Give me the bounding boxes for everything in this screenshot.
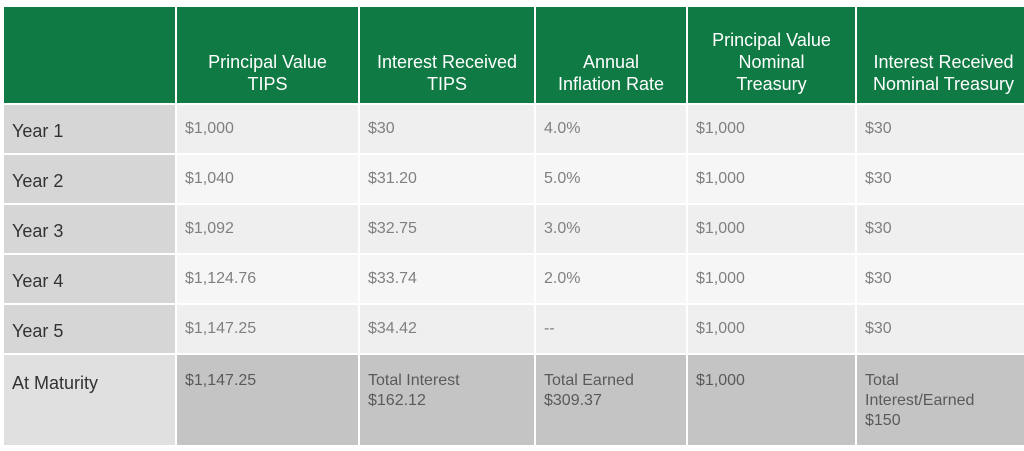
row-label: Year 3 — [4, 205, 175, 253]
row-label: Year 4 — [4, 255, 175, 303]
table-cell: $30 — [857, 105, 1024, 153]
table-cell: $30 — [360, 105, 534, 153]
table-cell: 5.0% — [536, 155, 686, 203]
table-cell: 2.0% — [536, 255, 686, 303]
table-cell: $1,147.25 — [177, 305, 358, 353]
table-cell: $1,124.76 — [177, 255, 358, 303]
row-label: Year 5 — [4, 305, 175, 353]
table-cell: $1,000 — [688, 105, 855, 153]
comparison-table: Principal Value TIPS Interest Received T… — [4, 7, 1024, 445]
maturity-interest-tips: Total Interest $162.12 — [360, 355, 534, 445]
maturity-interest-treasury: Total Interest/Earned $150 — [857, 355, 1024, 445]
header-inflation-rate: Annual Inflation Rate — [536, 7, 686, 103]
table-cell: $30 — [857, 255, 1024, 303]
maturity-principal-tips: $1,147.25 — [177, 355, 358, 445]
table-cell: 3.0% — [536, 205, 686, 253]
table-cell: -- — [536, 305, 686, 353]
table-cell: $30 — [857, 305, 1024, 353]
table-cell: $1,092 — [177, 205, 358, 253]
table-cell: $1,040 — [177, 155, 358, 203]
maturity-total-earned: Total Earned $309.37 — [536, 355, 686, 445]
table-cell: 4.0% — [536, 105, 686, 153]
header-principal-treasury: Principal Value Nominal Treasury — [688, 7, 855, 103]
table-cell: $31.20 — [360, 155, 534, 203]
maturity-label: At Maturity — [4, 355, 175, 445]
table-cell: $34.42 — [360, 305, 534, 353]
header-interest-tips: Interest Received TIPS — [360, 7, 534, 103]
table-cell: $30 — [857, 205, 1024, 253]
table-cell: $1,000 — [688, 305, 855, 353]
table-cell: $1,000 — [688, 205, 855, 253]
table-cell: $1,000 — [177, 105, 358, 153]
header-interest-treasury: Interest Received Nominal Treasury — [857, 7, 1024, 103]
table-cell: $32.75 — [360, 205, 534, 253]
table-cell: $33.74 — [360, 255, 534, 303]
table-cell: $30 — [857, 155, 1024, 203]
header-corner — [4, 7, 175, 103]
header-principal-tips: Principal Value TIPS — [177, 7, 358, 103]
table-cell: $1,000 — [688, 255, 855, 303]
row-label: Year 2 — [4, 155, 175, 203]
row-label: Year 1 — [4, 105, 175, 153]
maturity-principal-treasury: $1,000 — [688, 355, 855, 445]
table-cell: $1,000 — [688, 155, 855, 203]
